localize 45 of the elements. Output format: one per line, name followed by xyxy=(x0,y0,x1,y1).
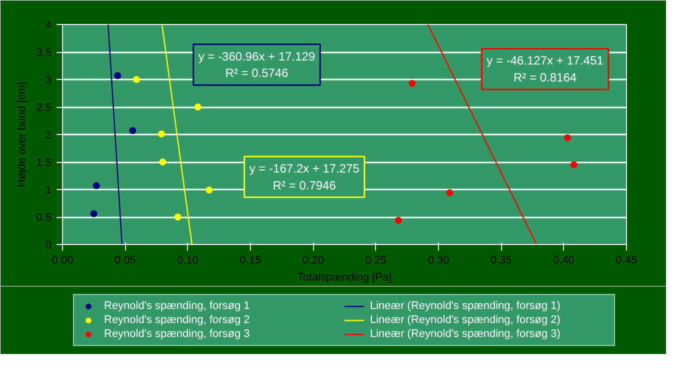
x-tick-label: 0.30 xyxy=(428,254,450,266)
point xyxy=(206,186,213,194)
x-tick-label: 0.15 xyxy=(240,254,262,266)
y-tick-label: 0 xyxy=(45,240,52,252)
y-tick-label: 4 xyxy=(45,20,52,32)
point xyxy=(159,158,166,166)
y-tick-label: 2.5 xyxy=(36,102,52,114)
legend-label: Reynold's spænding, forsøg 3 xyxy=(104,327,251,341)
x-tick-label: 0.45 xyxy=(616,254,638,266)
point xyxy=(90,210,98,218)
annotation: y = -167.2x + 17.275 R² = 0.7946 xyxy=(249,162,360,192)
annotation: y = -46.127x + 17.451 R² = 0.8164 xyxy=(486,54,604,84)
x-tick-label: 0.40 xyxy=(553,254,575,266)
x-tick-label: 0.00 xyxy=(52,254,74,266)
point xyxy=(564,134,572,142)
legend-label: Reynold's spænding, forsøg 1 xyxy=(104,299,251,313)
point xyxy=(394,216,402,224)
y-tick-label: 3.5 xyxy=(36,47,52,59)
legend-label: Reynold's spænding, forsøg 2 xyxy=(104,313,251,327)
y-tick-label: 2 xyxy=(45,130,52,142)
y-tick-label: 3 xyxy=(45,74,52,86)
legend-label: Lineær (Reynold's spænding, forsøg 2) xyxy=(370,313,562,327)
legend-label: Lineær (Reynold's spænding, forsøg 3) xyxy=(370,327,562,341)
point xyxy=(158,130,166,138)
y-axis-title: Højde over bund [cm] xyxy=(16,82,28,188)
y-tick-label: 0.5 xyxy=(36,212,52,224)
x-tick-label: 0.05 xyxy=(114,254,136,266)
y-tick-label: 1 xyxy=(45,184,52,196)
point xyxy=(570,161,578,168)
point xyxy=(129,127,136,134)
point xyxy=(408,80,416,87)
x-tick-label: 0.20 xyxy=(302,254,324,266)
point xyxy=(446,189,454,196)
x-axis-title: Totalspænding [Pa] xyxy=(297,272,392,284)
point xyxy=(174,214,182,220)
point xyxy=(194,104,202,110)
x-tick-label: 0.25 xyxy=(365,254,387,266)
annotation: y = -360.96x + 17.129 R² = 0.5746 xyxy=(198,49,316,80)
legend-label: Lineær (Reynold's spænding, forsøg 1) xyxy=(370,299,562,313)
point xyxy=(132,76,140,83)
point xyxy=(114,72,122,80)
x-tick-label: 0.35 xyxy=(490,254,512,266)
x-tick-label: 0.10 xyxy=(177,254,199,266)
point xyxy=(92,182,100,190)
y-tick-label: 1.5 xyxy=(36,157,52,169)
